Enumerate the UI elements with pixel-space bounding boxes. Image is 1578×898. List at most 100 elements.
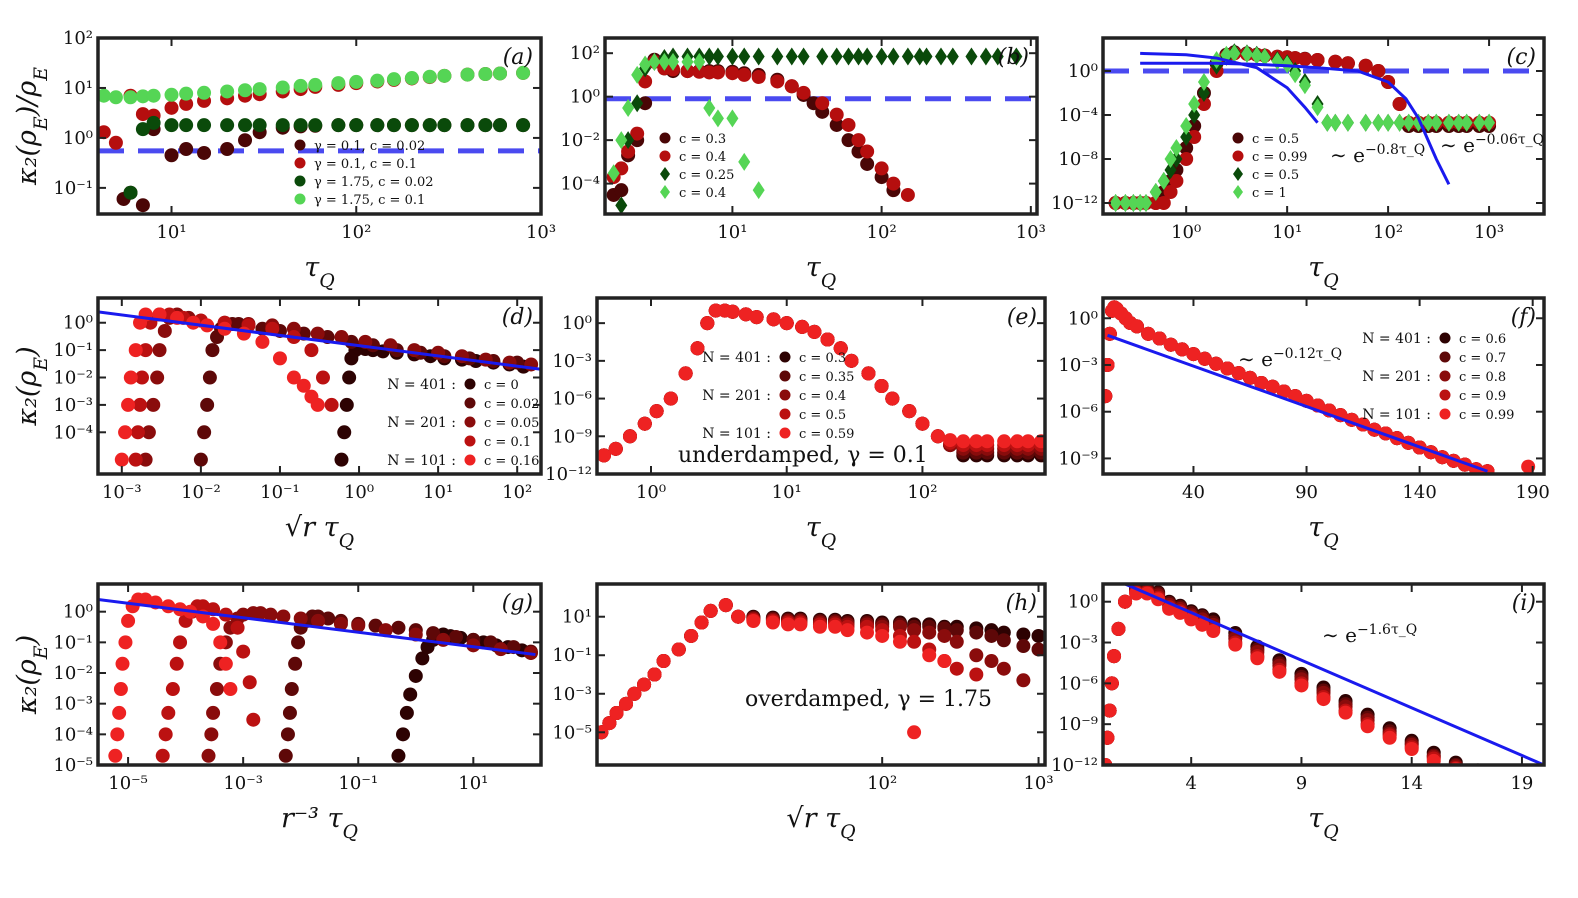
data-point	[710, 65, 725, 80]
data-point	[252, 82, 267, 97]
data-point	[781, 617, 796, 632]
legend-entry: c = 0.02	[484, 397, 539, 412]
data-point	[913, 216, 927, 230]
data-point	[833, 341, 848, 356]
data-point	[984, 628, 999, 643]
legend-marker	[660, 185, 670, 199]
data-point	[921, 218, 933, 236]
data-point	[608, 441, 623, 456]
data-point	[965, 47, 978, 66]
data-point	[1163, 185, 1178, 199]
data-point	[293, 118, 308, 133]
data-point	[726, 47, 739, 66]
y-tick-label: 10⁻³	[1058, 355, 1098, 376]
x-axis-label: √r τQ	[285, 512, 354, 552]
data-point	[1341, 113, 1354, 132]
y-tick-label: 10⁻³	[53, 395, 93, 416]
data-point	[1382, 113, 1395, 132]
data-point	[949, 661, 964, 676]
data-point	[1426, 753, 1441, 765]
legend-marker	[294, 157, 306, 169]
data-point	[209, 682, 224, 697]
data-point	[711, 47, 724, 66]
y-axis-label: κ₂(ρE)	[12, 346, 52, 426]
panel-label: (h)	[1006, 591, 1037, 616]
data-point	[812, 619, 827, 634]
data-point	[197, 118, 212, 133]
data-point	[169, 656, 184, 671]
x-tick-label: 10³	[526, 222, 556, 243]
data-point	[637, 416, 652, 431]
data-point	[276, 609, 291, 624]
legend-marker	[1439, 351, 1451, 363]
data-point	[238, 83, 253, 98]
x-tick-label: 10²	[1373, 222, 1403, 243]
data-point	[991, 216, 1005, 230]
series-4	[607, 52, 933, 236]
data-point	[155, 748, 170, 763]
data-point	[310, 397, 325, 412]
data-point	[1016, 673, 1031, 688]
data-point	[164, 100, 179, 115]
data-point	[133, 397, 148, 412]
data-point	[1258, 48, 1271, 67]
data-point	[1186, 347, 1201, 362]
series-2	[278, 609, 538, 763]
data-point	[680, 64, 695, 79]
data-point	[1103, 703, 1117, 718]
data-point	[1016, 639, 1031, 654]
data-point	[656, 654, 671, 669]
data-point	[751, 70, 766, 85]
legend-entry: γ = 1.75, c = 0.02	[314, 175, 434, 190]
data-point	[820, 332, 835, 347]
data-point	[123, 90, 138, 105]
data-point	[684, 628, 699, 643]
fit-line	[98, 310, 541, 371]
data-point	[1483, 113, 1496, 132]
data-point	[1107, 649, 1122, 664]
fit-line	[1140, 51, 1319, 124]
legend-marker	[464, 378, 476, 390]
y-axis-label: κ₂(ρE)/ρE	[12, 67, 52, 186]
data-point	[334, 452, 349, 467]
legend-entry: c = 0.59	[799, 427, 854, 442]
data-point	[969, 667, 984, 682]
data-point	[220, 118, 235, 133]
data-point	[749, 310, 764, 325]
plot-area	[1103, 300, 1536, 474]
data-point	[164, 87, 179, 102]
data-point	[725, 66, 740, 81]
data-point	[113, 682, 128, 697]
data-point	[1180, 128, 1193, 146]
data-point	[1010, 47, 1023, 66]
x-axis-label: √r τQ	[786, 803, 855, 843]
data-point	[815, 96, 830, 111]
legend-marker	[464, 397, 476, 409]
legend-entry: c = 1	[1252, 186, 1287, 201]
data-point	[275, 118, 290, 133]
data-point	[1111, 621, 1126, 636]
data-point	[1157, 172, 1170, 190]
legend-entry: c = 0.35	[799, 370, 854, 385]
data-point	[1288, 389, 1303, 404]
series-3	[138, 307, 539, 467]
data-point	[949, 634, 964, 649]
data-point	[349, 118, 364, 133]
x-tick-label: 90	[1295, 482, 1318, 503]
data-point	[197, 145, 212, 160]
panel-label: (g)	[502, 591, 533, 616]
x-tick-label: 10⁻³	[102, 482, 142, 503]
data-point	[130, 425, 145, 440]
legend-entry: c = 0	[484, 378, 519, 393]
data-point	[886, 176, 901, 191]
data-point	[622, 429, 637, 444]
data-point	[146, 397, 161, 412]
data-point	[711, 109, 724, 128]
data-point	[128, 452, 143, 467]
axes-frame	[603, 36, 1039, 216]
data-point	[236, 644, 251, 659]
axes-frame	[595, 582, 1047, 767]
y-tick-label: 10⁻³	[552, 684, 592, 705]
data-point	[861, 366, 876, 381]
data-point	[1430, 113, 1443, 132]
